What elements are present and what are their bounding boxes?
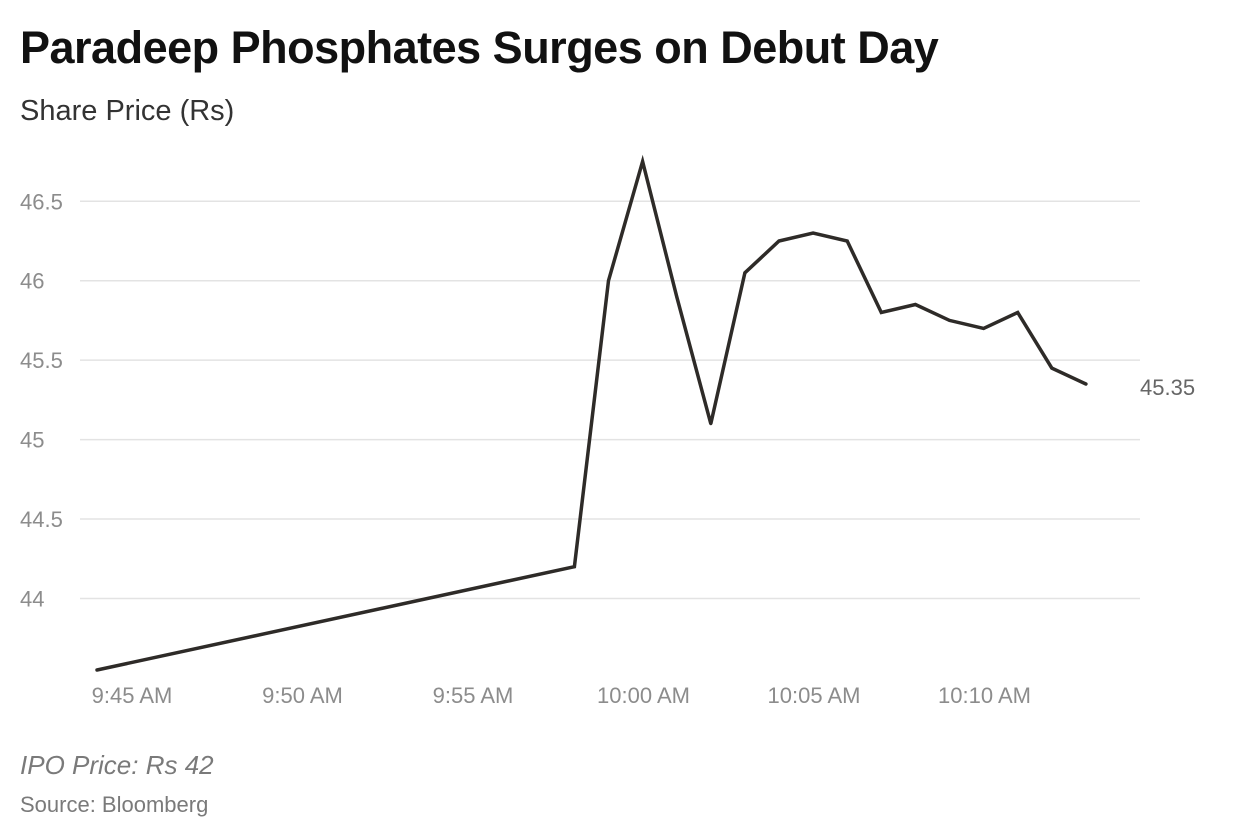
series-line	[95, 154, 1088, 672]
end-value-label: 45.35	[1140, 375, 1195, 400]
end-label-group: 45.35	[1140, 375, 1195, 400]
data-point	[709, 422, 713, 426]
data-point	[641, 160, 645, 164]
data-point	[675, 295, 679, 299]
data-point	[811, 231, 815, 235]
ipo-price-note: IPO Price: Rs 42	[20, 750, 214, 780]
y-tick-label: 44.5	[20, 507, 63, 532]
y-tick-label: 46.5	[20, 189, 63, 214]
source-note: Source: Bloomberg	[20, 792, 209, 817]
data-point	[879, 310, 883, 314]
data-point	[982, 326, 986, 330]
data-point	[1050, 366, 1054, 370]
data-point	[948, 318, 951, 322]
x-tick-label: 9:50 AM	[262, 683, 343, 708]
y-tick-label: 45.5	[20, 348, 63, 373]
y-tick-label: 46	[20, 269, 44, 294]
data-point	[95, 668, 99, 672]
gridlines	[80, 200, 1140, 600]
y-tick-label: 44	[20, 587, 44, 612]
data-point	[743, 271, 747, 275]
data-point	[1084, 382, 1088, 386]
x-axis-ticks: 9:45 AM 9:50 AM 9:55 AM 10:00 AM 10:05 AM 10:…	[92, 683, 1031, 708]
x-tick-label: 10:10 AM	[938, 683, 1031, 708]
x-tick-label: 9:55 AM	[433, 683, 514, 708]
chart-title: Paradeep Phosphates Surges on Debut Day	[20, 22, 939, 73]
data-point	[913, 303, 917, 307]
data-point	[777, 239, 781, 243]
data-point	[1016, 310, 1020, 314]
y-axis-ticks: 44 44.5 45 45.5 46 46.5	[20, 189, 63, 611]
x-tick-label: 10:05 AM	[768, 683, 861, 708]
chart-subtitle: Share Price (Rs)	[20, 95, 235, 127]
x-tick-label: 10:00 AM	[597, 683, 690, 708]
y-tick-label: 45	[20, 428, 44, 453]
series-group	[95, 154, 1088, 672]
data-point	[607, 279, 610, 283]
x-tick-label: 9:45 AM	[92, 683, 173, 708]
data-point	[572, 565, 576, 569]
data-point	[845, 239, 849, 243]
